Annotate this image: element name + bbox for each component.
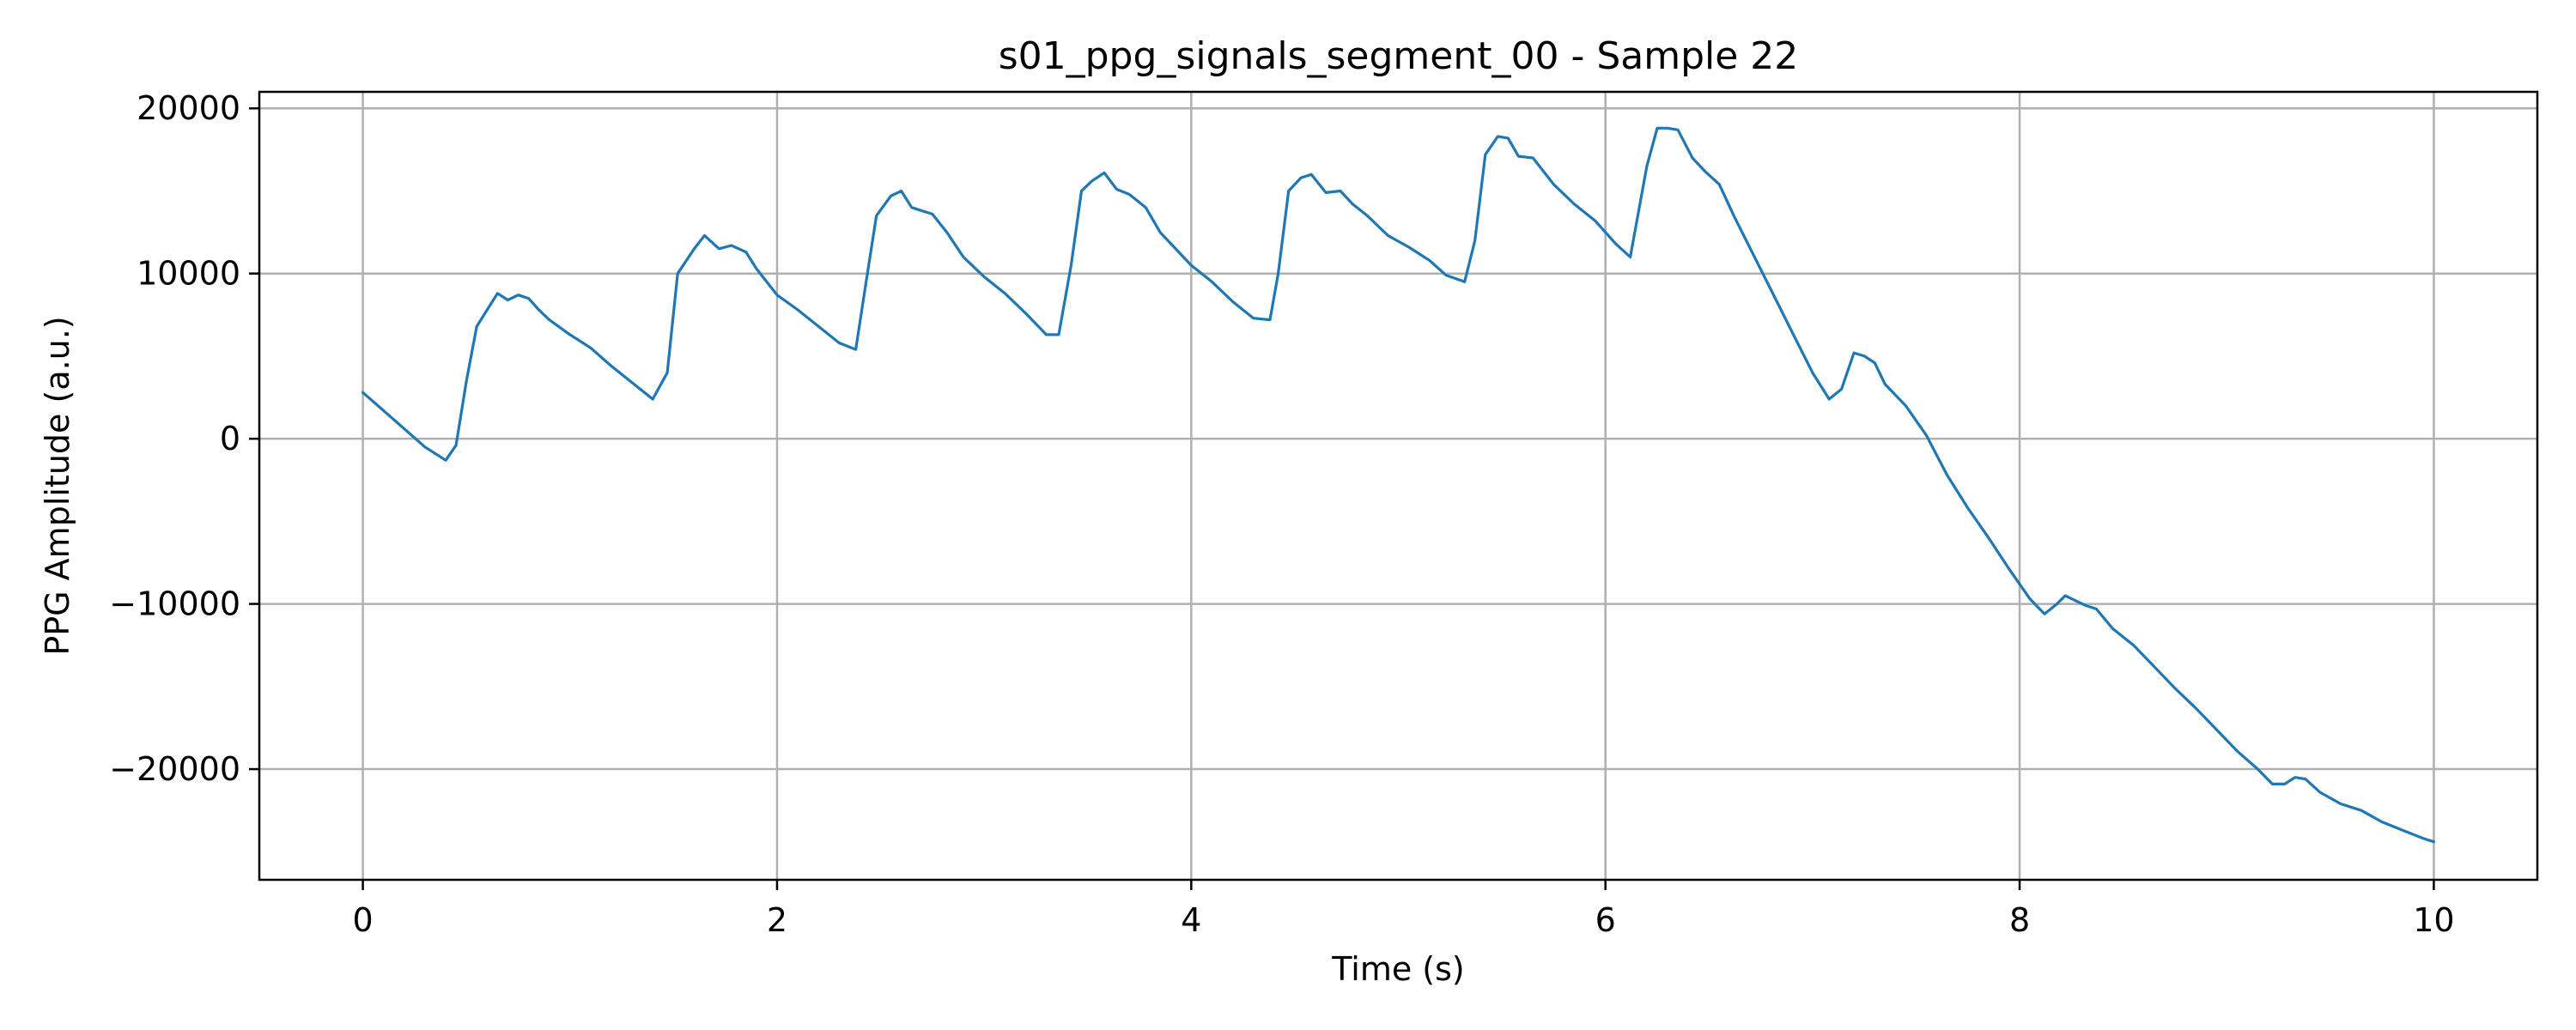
y-tick-label: 20000: [137, 89, 240, 127]
x-tick-label: 10: [2413, 901, 2454, 939]
x-tick-label: 8: [2009, 901, 2030, 939]
grid-lines: [259, 92, 2537, 880]
x-tick-label: 4: [1181, 901, 1201, 939]
y-axis-ticks: 20000 10000 0 −10000 −20000: [109, 89, 259, 788]
chart-title: s01_ppg_signals_segment_00 - Sample 22: [999, 34, 1799, 78]
x-axis-label: Time (s): [1331, 950, 1465, 988]
y-tick-label: 10000: [137, 255, 240, 293]
y-tick-label: 0: [220, 420, 240, 457]
x-tick-label: 6: [1595, 901, 1616, 939]
x-tick-label: 0: [352, 901, 373, 939]
axes-frame: [258, 90, 2539, 882]
plot-area: [361, 126, 2435, 844]
y-tick-label: −10000: [109, 585, 240, 623]
x-axis-ticks: 0 2 4 6 8 10: [352, 880, 2455, 939]
y-axis-label: PPG Amplitude (a.u.): [39, 316, 76, 655]
ppg-signal-line: [361, 126, 2435, 844]
y-tick-label: −20000: [109, 750, 240, 788]
x-tick-label: 2: [767, 901, 787, 939]
